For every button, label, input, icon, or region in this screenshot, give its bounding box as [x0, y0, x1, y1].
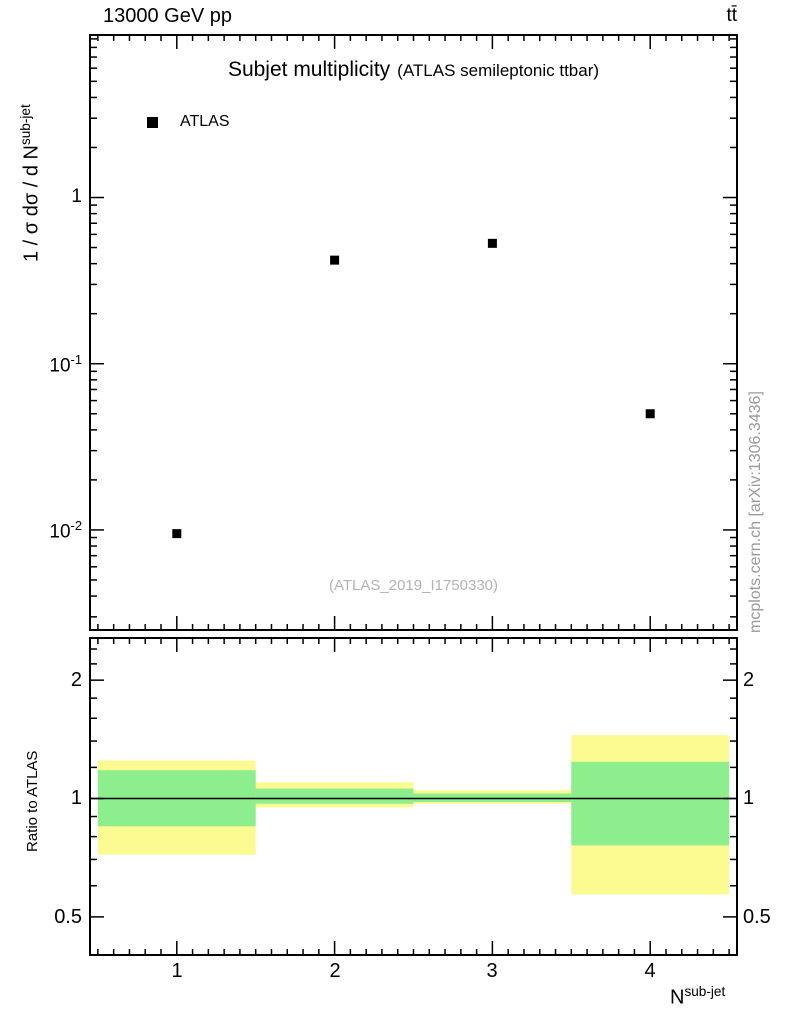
ratio-tick-label-2-left: 2: [70, 669, 82, 691]
x-axis-label-base: N: [670, 986, 685, 1009]
header-process-label: tt̄: [726, 5, 737, 26]
plot-title-suffix: (ATLAS semileptonic ttbar): [397, 61, 600, 80]
y-tick-exp: -2: [70, 518, 82, 533]
main-y-axis-label: 1 / σ dσ / d Nsub-jet: [18, 0, 44, 262]
ratio-tick-label-1-left: 1: [70, 787, 82, 809]
analysis-watermark: (ATLAS_2019_I1750330): [328, 577, 498, 594]
ratio-band-green: [571, 761, 730, 846]
y-tick-label-1e-1: 10-1: [28, 352, 82, 377]
x-tick-label-3: 3: [486, 960, 498, 982]
data-point-marker: [487, 238, 497, 248]
header-beam-energy: 13000 GeV pp: [103, 5, 232, 27]
y-tick-text: 1: [71, 186, 82, 207]
legend-square-marker-icon: [147, 116, 158, 128]
plot-title: Subjet multiplicity (ATLAS semileptonic …: [90, 58, 737, 82]
y-tick-text: 10: [49, 521, 71, 543]
x-axis-label: Nsub-jet: [670, 984, 725, 1010]
ratio-tick-label-2-right: 2: [743, 669, 755, 691]
x-tick-label-2: 2: [329, 960, 341, 982]
ratio-tick-label-05-left: 0.5: [54, 906, 82, 928]
data-point-marker: [645, 409, 655, 419]
y-tick-label-1: 1: [28, 186, 82, 208]
y-tick-exp: -1: [70, 352, 82, 367]
legend-entry-atlas: ATLAS: [147, 112, 230, 132]
data-point-marker: [172, 529, 182, 539]
x-tick-label-1: 1: [171, 960, 183, 982]
x-tick-label-4: 4: [644, 960, 656, 982]
ratio-tick-label-05-right: 0.5: [743, 906, 771, 928]
ratio-band-green: [413, 793, 572, 802]
ratio-tick-label-1-right: 1: [743, 787, 755, 809]
y-tick-text: 10: [49, 355, 71, 377]
y-tick-label-1e-2: 10-2: [28, 518, 82, 543]
legend-label: ATLAS: [180, 113, 230, 130]
ratio-band-green: [255, 788, 414, 804]
side-note-citation: mcplots.cern.ch [arXiv:1306.3436]: [747, 391, 764, 633]
plot-title-main: Subjet multiplicity: [227, 58, 391, 81]
main-y-axis-label-sup: sub-jet: [18, 104, 33, 146]
data-point-marker: [330, 255, 340, 265]
x-axis-label-sup: sub-jet: [684, 984, 726, 999]
